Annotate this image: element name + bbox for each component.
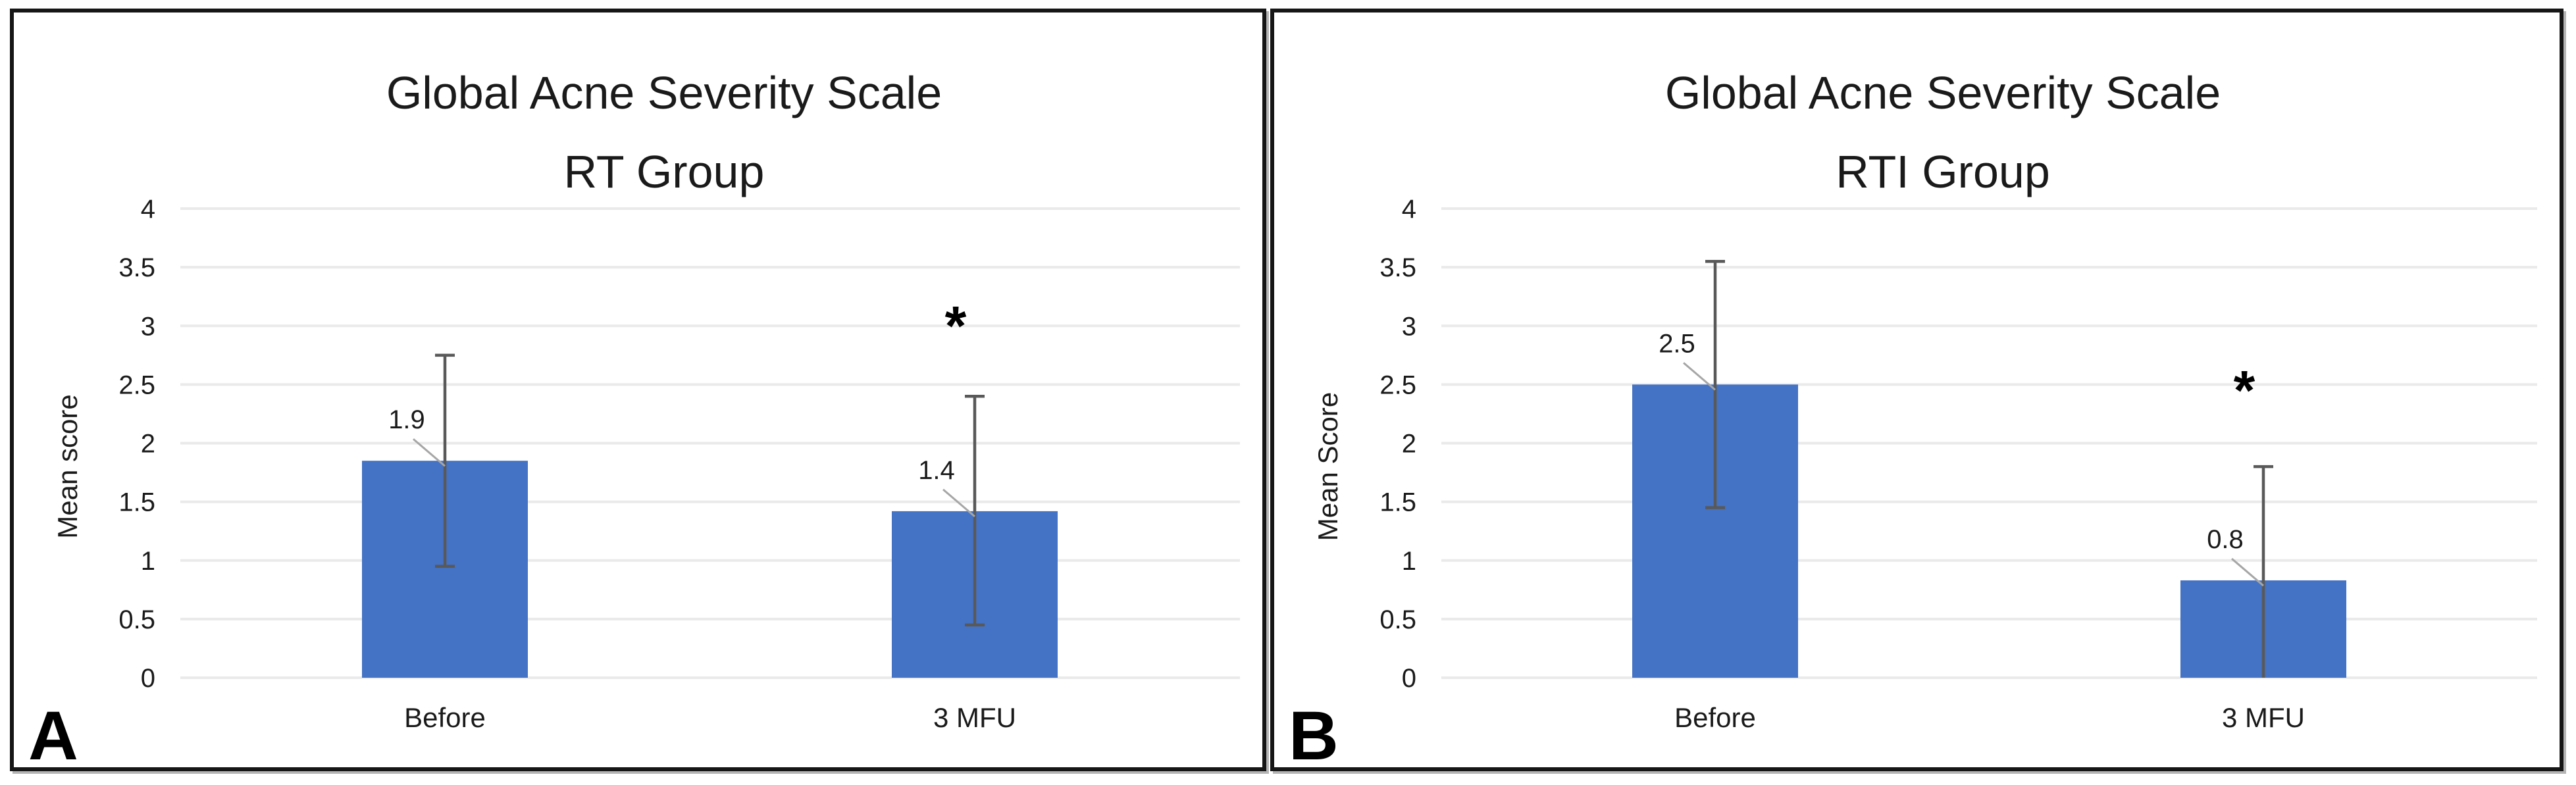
significance-asterisk: *: [2234, 359, 2255, 421]
panel-a: Global Acne Severity Scale RT Group 0 0.5 1 1…: [10, 9, 1266, 771]
y-tick-label: 0: [1402, 664, 1416, 693]
y-tick-label: 2: [141, 430, 155, 459]
y-tick-label: 2: [1402, 430, 1416, 459]
y-tick-label: 2.5: [118, 370, 155, 399]
panel-letter: A: [28, 697, 78, 767]
category-label: 3 MFU: [2222, 702, 2305, 733]
y-tick-label: 1.5: [118, 488, 155, 517]
panel-title: Global Acne Severity Scale: [386, 67, 942, 118]
data-label: 1.9: [388, 405, 425, 434]
data-label-leader-line: [942, 488, 975, 518]
y-tick-label: 3.5: [1379, 253, 1416, 282]
data-label: 2.5: [1659, 329, 1695, 358]
panel-subtitle: RT Group: [564, 146, 765, 197]
panel-subtitle: RTI Group: [1836, 146, 2050, 197]
y-tick-label: 4: [141, 195, 155, 224]
category-label: 3 MFU: [933, 702, 1016, 733]
data-label: 1.4: [918, 456, 955, 485]
y-tick-label: 1: [141, 547, 155, 576]
y-tick-label: 2.5: [1379, 370, 1416, 399]
y-tick-label: 3: [1402, 312, 1416, 341]
y-axis-title: Mean score: [52, 394, 83, 538]
data-label-leader-line: [413, 438, 446, 467]
category-label: Before: [1674, 702, 1756, 733]
panel-letter: B: [1289, 697, 1339, 767]
data-label-leader-line: [1683, 362, 1716, 391]
y-tick-label: 3: [141, 312, 155, 341]
y-tick-label: 0.5: [1379, 605, 1416, 634]
y-tick-label: 1.5: [1379, 488, 1416, 517]
category-label: Before: [404, 702, 486, 733]
data-label-leader-line: [2231, 557, 2264, 587]
y-axis-title: Mean Score: [1312, 392, 1343, 541]
y-tick-label: 3.5: [118, 253, 155, 282]
y-tick-label: 1: [1402, 547, 1416, 576]
panel-b: Global Acne Severity Scale RTI Group 0 0.5 1…: [1270, 9, 2563, 771]
y-tick-label: 4: [1402, 195, 1416, 224]
panel-title: Global Acne Severity Scale: [1665, 67, 2221, 118]
significance-asterisk: *: [945, 295, 967, 357]
y-tick-label: 0: [141, 664, 155, 693]
data-label: 0.8: [2207, 525, 2244, 554]
y-tick-label: 0.5: [118, 605, 155, 634]
